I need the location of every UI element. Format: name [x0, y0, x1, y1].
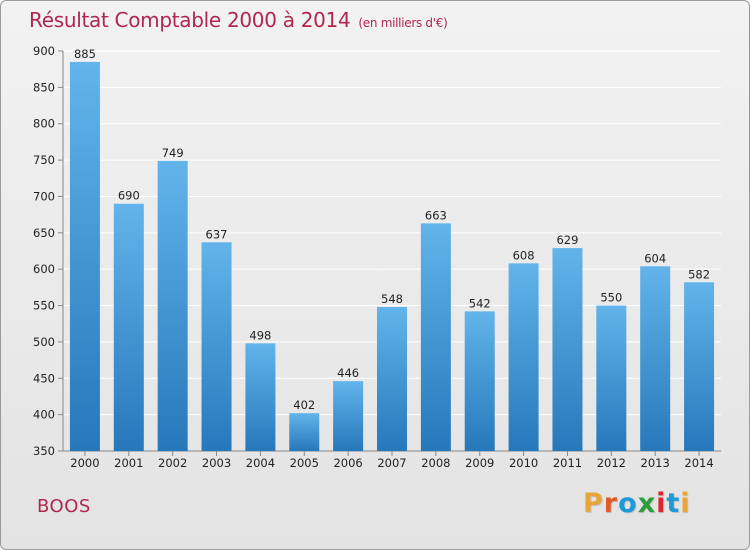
logo-letter: o — [618, 488, 638, 519]
x-tick-label-2004: 2004 — [246, 456, 275, 470]
x-tick-label-2014: 2014 — [684, 456, 713, 470]
bars: 885 690 749 637 498 402 446 548 663 542 608 629 550 6… — [69, 47, 715, 452]
place-name: BOOS — [37, 496, 91, 517]
data-label-2006: 446 — [337, 366, 359, 380]
logo-letter: i — [656, 488, 667, 519]
logo-letter: x — [637, 488, 657, 519]
y-tick-label: 600 — [33, 262, 55, 276]
y-tick-label: 450 — [33, 371, 55, 385]
bar-2014[interactable] — [684, 282, 715, 451]
bar-2003[interactable] — [201, 242, 232, 451]
y-tick-label: 850 — [33, 80, 55, 94]
bar-2002[interactable] — [157, 160, 188, 451]
y-tick-label: 350 — [33, 444, 55, 458]
data-label-2011: 629 — [556, 233, 578, 247]
bar-2011[interactable] — [552, 248, 583, 451]
y-tick-label: 550 — [33, 299, 55, 313]
data-label-2013: 604 — [644, 251, 666, 265]
x-tick-label-2012: 2012 — [597, 456, 626, 470]
y-tick-label: 750 — [33, 153, 55, 167]
data-label-2012: 550 — [600, 291, 622, 305]
x-tick-label-2006: 2006 — [333, 456, 362, 470]
bar-2012[interactable] — [596, 305, 627, 451]
data-label-2000: 885 — [74, 47, 96, 61]
chart-title: Résultat Comptable 2000 à 2014 (en millie… — [29, 8, 448, 32]
bar-2010[interactable] — [508, 263, 539, 451]
bar-2006[interactable] — [333, 381, 364, 451]
x-tick-label-2001: 2001 — [114, 456, 143, 470]
y-tick-label: 400 — [33, 408, 55, 422]
x-tick-label-2013: 2013 — [641, 456, 670, 470]
bar-2009[interactable] — [464, 311, 495, 451]
bar-2013[interactable] — [640, 266, 671, 451]
x-tick-label-2002: 2002 — [158, 456, 187, 470]
x-tick-label-2009: 2009 — [465, 456, 494, 470]
y-tick-label: 800 — [33, 117, 55, 131]
logo-letter: r — [603, 488, 619, 519]
bar-2007[interactable] — [377, 307, 407, 451]
x-axis: 2000 2001 2002 2003 2004 2005 2006 2007 2008 2009… — [70, 451, 714, 470]
bar-2001[interactable] — [113, 203, 144, 451]
data-label-2008: 663 — [425, 208, 447, 222]
x-tick-label-2007: 2007 — [377, 456, 406, 470]
bar-2008[interactable] — [420, 223, 451, 451]
x-tick-label-2008: 2008 — [421, 456, 450, 470]
chart-title-text: Résultat Comptable 2000 à 2014 — [29, 8, 351, 32]
data-label-2005: 402 — [293, 398, 315, 412]
proxiti-logo[interactable]: Proxiti — [583, 488, 691, 519]
logo-letter: t — [666, 488, 681, 519]
data-label-2001: 690 — [118, 189, 140, 203]
logo-letter: i — [680, 488, 691, 519]
y-tick-label: 900 — [33, 44, 55, 58]
bar-2004[interactable] — [245, 343, 276, 451]
data-label-2009: 542 — [469, 296, 491, 310]
bar-2005[interactable] — [289, 413, 320, 451]
x-tick-label-2005: 2005 — [290, 456, 319, 470]
x-tick-label-2000: 2000 — [70, 456, 99, 470]
data-label-2004: 498 — [249, 328, 271, 342]
data-label-2010: 608 — [513, 248, 535, 262]
data-label-2014: 582 — [688, 267, 710, 281]
data-label-2002: 749 — [162, 146, 184, 160]
bar-2000[interactable] — [69, 61, 100, 452]
x-tick-label-2010: 2010 — [509, 456, 538, 470]
y-tick-label: 650 — [33, 226, 55, 240]
x-tick-label-2003: 2003 — [202, 456, 231, 470]
data-label-2007: 548 — [381, 292, 403, 306]
data-label-2003: 637 — [206, 227, 228, 241]
y-tick-label: 500 — [33, 335, 55, 349]
logo-letter: P — [583, 488, 604, 519]
y-tick-label: 700 — [33, 189, 55, 203]
x-tick-label-2011: 2011 — [553, 456, 582, 470]
chart-subtitle: (en milliers d'€) — [358, 16, 448, 30]
